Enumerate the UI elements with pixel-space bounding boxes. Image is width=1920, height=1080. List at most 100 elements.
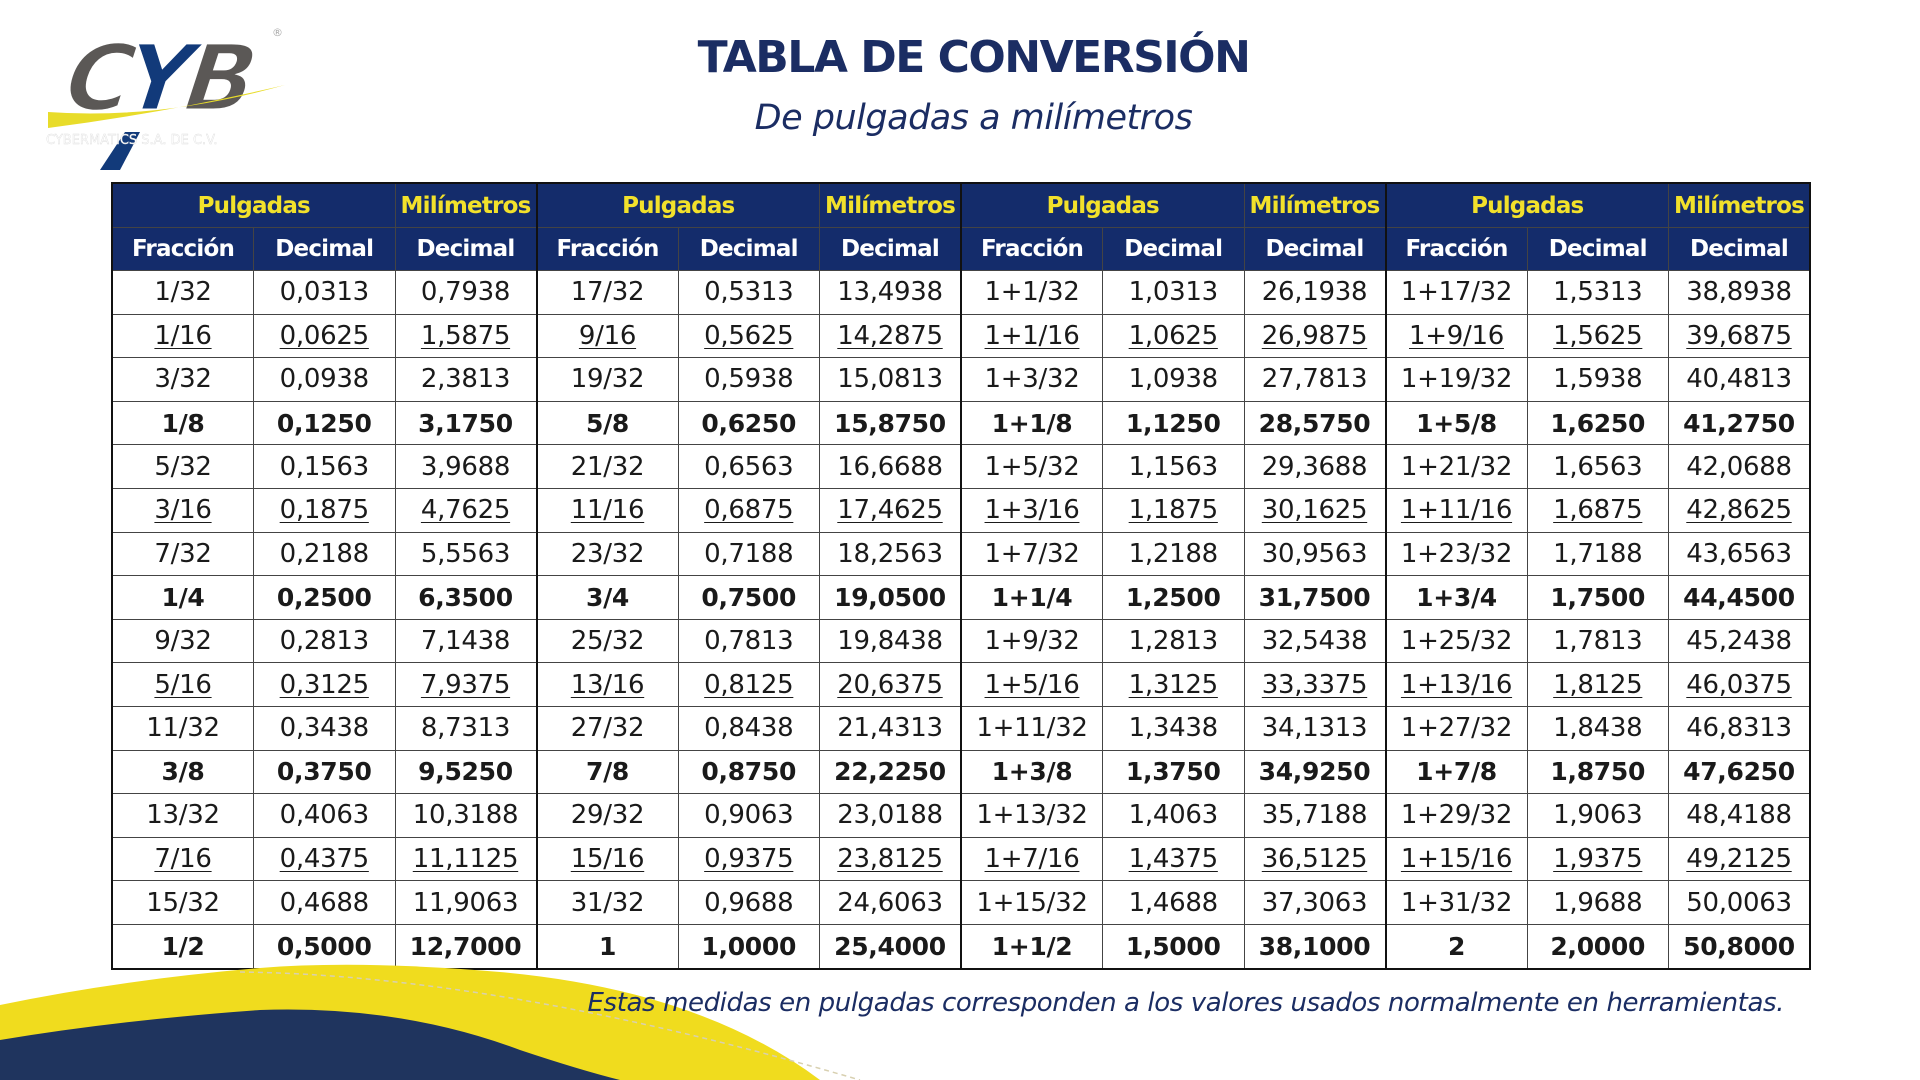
cell-value: 7/8 <box>585 757 630 787</box>
cell-value: 1+9/32 <box>984 626 1080 657</box>
fraction-cell: 5/32 <box>111 444 254 489</box>
fraction-cell: 1+11/32 <box>960 705 1103 751</box>
cell-value: 27/32 <box>570 713 645 744</box>
fraction-cell: 2 <box>1384 923 1528 970</box>
millimeter-cell: 21,4313 <box>819 705 962 751</box>
cell-value: 1,9688 <box>1553 887 1643 918</box>
decimal-inch-cell: 0,2813 <box>253 618 396 664</box>
fraction-cell: 1+3/8 <box>960 749 1103 795</box>
cell-value: 11/16 <box>570 495 645 526</box>
cell-value: 34,1313 <box>1261 713 1368 744</box>
cell-value: 1,8125 <box>1553 669 1643 700</box>
subheader-decimal: Decimal <box>1526 227 1669 271</box>
cell-value: 45,2438 <box>1686 626 1792 657</box>
cell-value: 18,2563 <box>837 538 943 569</box>
table-row: 11/32 0,3438 8,7313 27/32 0,8438 21,4313 1+11/… <box>111 705 1811 751</box>
cell-value: 0,5000 <box>276 931 372 961</box>
decimal-inch-cell: 0,6563 <box>677 444 820 489</box>
fraction-cell: 11/16 <box>535 487 679 533</box>
table-row: 5/32 0,1563 3,9688 21/32 0,6563 16,6688 1+5/32… <box>111 444 1811 489</box>
cell-value: 1,2188 <box>1128 538 1218 569</box>
cell-value: 15/32 <box>146 887 220 918</box>
fraction-cell: 31/32 <box>535 880 679 925</box>
millimeter-cell: 15,0813 <box>819 357 962 402</box>
cell-value: 0,9375 <box>704 844 794 875</box>
fraction-cell: 1+3/16 <box>960 487 1103 533</box>
cell-value: 1+3/4 <box>1416 582 1497 612</box>
millimeter-cell: 19,8438 <box>819 618 962 664</box>
table-row: 13/32 0,4063 10,3188 29/32 0,9063 23,0188 1+13… <box>111 793 1811 838</box>
millimeter-cell: 10,3188 <box>394 793 537 838</box>
decimal-inch-cell: 0,9688 <box>677 880 820 925</box>
cell-value: 29,3688 <box>1261 451 1368 482</box>
fraction-cell: 1+13/32 <box>960 793 1103 838</box>
millimeter-cell: 36,5125 <box>1243 836 1386 882</box>
cell-value: 1+3/8 <box>991 757 1073 787</box>
decimal-inch-cell: 1,9375 <box>1526 836 1669 882</box>
cell-value: 13/16 <box>570 669 645 700</box>
cell-value: 3/32 <box>154 364 212 395</box>
cell-value: 37,3063 <box>1261 887 1368 918</box>
cell-value: 17/32 <box>570 277 645 308</box>
fraction-cell: 13/16 <box>535 662 679 707</box>
cell-value: 1+7/8 <box>1416 757 1497 787</box>
decimal-inch-cell: 1,4063 <box>1102 793 1245 838</box>
cell-value: 24,6063 <box>837 887 943 918</box>
decimal-inch-cell: 0,9063 <box>677 793 820 838</box>
cell-value: 21/32 <box>570 451 645 482</box>
cell-value: 49,2125 <box>1686 844 1792 875</box>
millimeter-cell: 42,0688 <box>1668 444 1811 489</box>
subheader-decimal: Decimal <box>1243 227 1386 271</box>
millimeter-cell: 22,2250 <box>819 749 962 795</box>
cell-value: 3/8 <box>161 757 205 787</box>
cell-value: 1,9063 <box>1553 800 1643 831</box>
cell-value: 1+11/32 <box>976 713 1088 744</box>
cell-value: 1+1/8 <box>991 408 1073 438</box>
footnote: Estas medidas en pulgadas corresponden a… <box>587 988 1785 1018</box>
decimal-inch-cell: 1,6250 <box>1526 400 1669 446</box>
cell-value: 1,7188 <box>1553 538 1643 569</box>
decimal-inch-cell: 0,0313 <box>253 270 396 315</box>
decimal-inch-cell: 0,1563 <box>253 444 396 489</box>
cell-value: 46,8313 <box>1686 713 1792 744</box>
decimal-inch-cell: 1,1563 <box>1102 444 1245 489</box>
table-row: 3/16 0,1875 4,7625 11/16 0,6875 17,4625 1+3/16… <box>111 487 1811 533</box>
bottom-wave-decoration <box>0 964 861 1080</box>
cell-value: 8,7313 <box>420 713 511 744</box>
page-subtitle: De pulgadas a milímetros <box>754 98 1193 138</box>
cell-value: 12,7000 <box>409 931 522 961</box>
subheader-decimal: Decimal <box>394 227 537 271</box>
decimal-inch-cell: 0,3438 <box>253 705 396 751</box>
cell-value: 1+7/32 <box>984 538 1080 569</box>
fraction-cell: 1+11/16 <box>1384 487 1528 533</box>
cell-value: 42,8625 <box>1686 495 1792 526</box>
fraction-cell: 15/32 <box>111 880 254 925</box>
millimeter-cell: 26,9875 <box>1243 313 1386 359</box>
decimal-inch-cell: 1,0625 <box>1102 313 1245 359</box>
decimal-inch-cell: 1,5000 <box>1102 923 1245 970</box>
cell-value: 1+7/16 <box>984 844 1080 875</box>
cell-value: 36,5125 <box>1261 844 1368 875</box>
cell-value: 1,1250 <box>1125 408 1221 438</box>
millimeter-cell: 0,7938 <box>394 270 537 315</box>
decimal-inch-cell: 1,9063 <box>1526 793 1669 838</box>
fraction-cell: 1+17/32 <box>1384 270 1528 315</box>
cell-value: 1,3125 <box>1128 669 1218 700</box>
millimeter-cell: 50,0063 <box>1668 880 1811 925</box>
decimal-inch-cell: 1,8125 <box>1526 662 1669 707</box>
millimeter-cell: 1,5875 <box>394 313 537 359</box>
table-row: 3/32 0,0938 2,3813 19/32 0,5938 15,0813 1+3/32… <box>111 357 1811 402</box>
cell-value: 0,7500 <box>701 582 797 612</box>
decimal-inch-cell: 1,2188 <box>1102 531 1245 577</box>
cell-value: 5/32 <box>154 451 212 482</box>
cell-value: 0,3125 <box>279 669 369 700</box>
cell-value: 0,3438 <box>279 713 369 744</box>
fraction-cell: 3/8 <box>111 749 254 795</box>
cell-value: 11/32 <box>146 713 220 744</box>
cell-value: 32,5438 <box>1261 626 1368 657</box>
group-header-row: Pulgadas Milímetros Pulgadas Milímetros Pulg… <box>111 182 1811 228</box>
fraction-cell: 17/32 <box>535 270 679 315</box>
fraction-cell: 1+27/32 <box>1384 705 1528 751</box>
cell-value: 9/32 <box>154 626 212 657</box>
cell-value: 43,6563 <box>1686 538 1792 569</box>
